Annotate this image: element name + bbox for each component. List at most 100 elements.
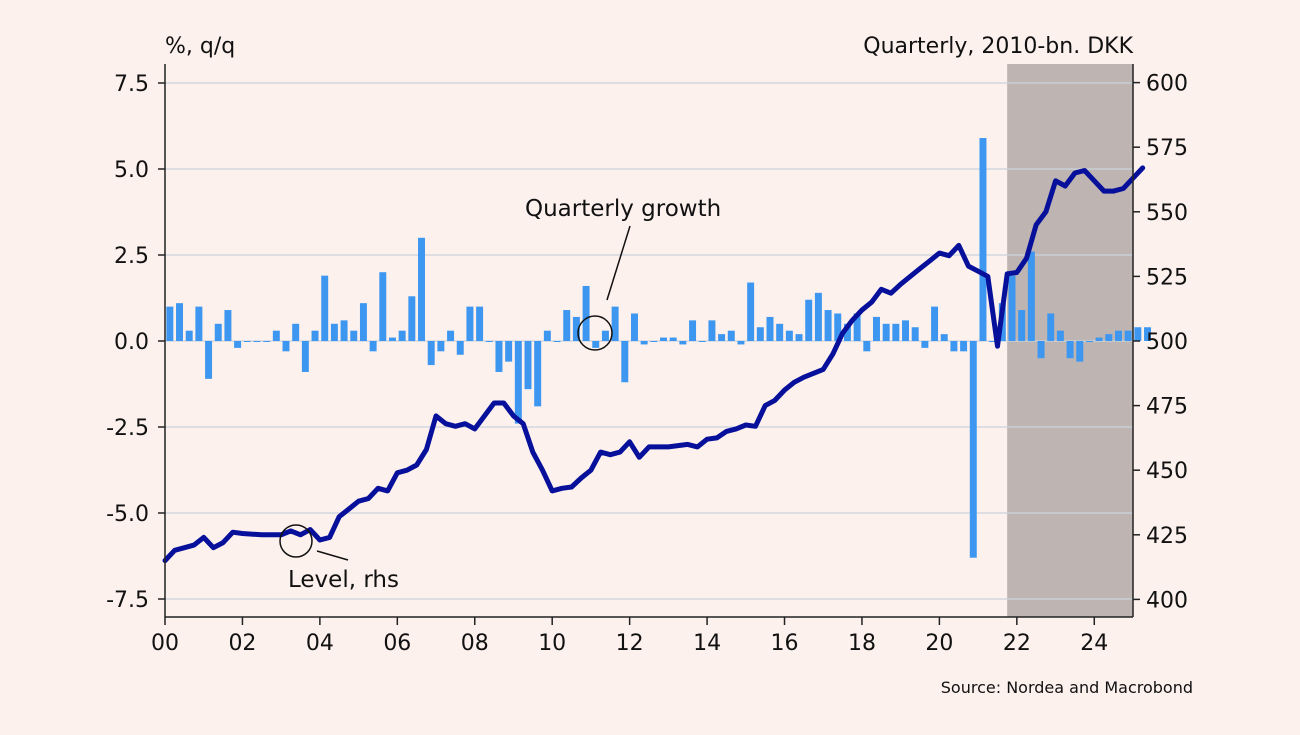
growth-bar: [931, 306, 939, 341]
growth-bar: [921, 341, 929, 348]
growth-bar: [621, 341, 629, 383]
right-tick-label: 400: [1146, 588, 1188, 613]
right-tick-label: 425: [1146, 524, 1188, 549]
growth-bar: [1018, 310, 1026, 341]
growth-bar: [311, 330, 319, 341]
growth-bar: [369, 341, 377, 352]
growth-bar: [359, 303, 367, 341]
growth-bar: [418, 237, 426, 341]
axes: [158, 64, 1140, 625]
right-tick-label: 450: [1146, 459, 1188, 484]
growth-bar: [272, 330, 280, 341]
level-annotation-label: Level, rhs: [288, 567, 399, 593]
growth-bar: [989, 341, 997, 342]
growth-bar: [737, 341, 745, 345]
x-tick-label: 20: [925, 631, 953, 656]
growth-bar: [669, 337, 677, 341]
right-tick-label: 575: [1146, 136, 1188, 161]
growth-bar: [243, 341, 251, 342]
growth-bar: [447, 330, 455, 341]
growth-bar: [330, 323, 338, 341]
right-tick-label: 525: [1146, 265, 1188, 290]
growth-bar: [408, 296, 416, 341]
growth-bar: [679, 341, 687, 345]
growth-bar: [785, 330, 793, 341]
x-tick-label: 16: [771, 631, 799, 656]
left-tick-label: -5.0: [106, 502, 149, 527]
x-tick-label: 22: [1003, 631, 1031, 656]
left-tick-label: -7.5: [106, 588, 149, 613]
growth-bar: [1144, 327, 1152, 341]
growth-bar: [650, 341, 658, 342]
growth-bar: [795, 334, 803, 341]
growth-annotation-circle: [577, 315, 613, 351]
growth-bar: [698, 341, 706, 342]
growth-bar: [582, 285, 590, 341]
growth-bar: [824, 310, 832, 341]
x-tick-label: 08: [461, 631, 489, 656]
growth-bar: [205, 341, 213, 379]
growth-bar: [1085, 341, 1093, 342]
growth-bar: [776, 323, 784, 341]
growth-bar: [969, 341, 977, 558]
left-tick-label: 2.5: [114, 244, 149, 269]
growth-bar: [708, 320, 716, 341]
growth-bar: [1095, 337, 1103, 341]
x-tick-label: 18: [848, 631, 876, 656]
growth-bar: [214, 323, 222, 341]
x-tick-label: 12: [616, 631, 644, 656]
growth-bar: [805, 299, 813, 341]
growth-bar: [872, 316, 880, 341]
x-tick-label: 02: [228, 631, 256, 656]
growth-bar: [476, 306, 484, 341]
left-axis-unit-label: %, q/q: [165, 34, 235, 59]
right-tick-label: 550: [1146, 201, 1188, 226]
growth-bar: [292, 323, 300, 341]
growth-bar: [563, 310, 571, 341]
growth-bar: [398, 330, 406, 341]
growth-bar: [388, 337, 396, 341]
growth-bar: [1056, 330, 1064, 341]
x-tick-label: 10: [538, 631, 566, 656]
growth-bar: [282, 341, 290, 352]
growth-bar: [485, 341, 493, 342]
growth-bar: [301, 341, 309, 372]
growth-bar: [1008, 275, 1016, 341]
growth-bar: [660, 337, 668, 341]
growth-bar: [960, 341, 968, 352]
growth-bar: [766, 316, 774, 341]
level-annotation-pointer: [316, 550, 349, 561]
growth-bar: [514, 341, 522, 424]
growth-bar: [902, 320, 910, 341]
level-line: [162, 165, 1146, 564]
growth-bar: [592, 341, 600, 348]
growth-bar: [1124, 330, 1132, 341]
growth-bar: [950, 341, 958, 352]
growth-bar: [340, 320, 348, 341]
growth-bar: [505, 341, 513, 362]
growth-bar: [863, 341, 871, 352]
growth-bar: [640, 341, 648, 345]
growth-bar: [892, 323, 900, 341]
growth-bar: [224, 310, 232, 341]
gridlines: [165, 82, 1133, 600]
x-tick-label: 14: [693, 631, 721, 656]
growth-bar: [466, 306, 474, 341]
growth-bar: [456, 341, 464, 355]
growth-bar: [553, 341, 561, 342]
growth-bar: [611, 306, 619, 341]
growth-bar: [572, 316, 580, 341]
level-annotation-circle: [279, 524, 313, 558]
growth-bar: [166, 306, 174, 341]
growth-bar: [979, 138, 987, 341]
growth-bar: [253, 341, 261, 342]
left-tick-label: -2.5: [106, 416, 149, 441]
left-tick-label: 0.0: [114, 330, 149, 355]
growth-bar: [1114, 330, 1122, 341]
growth-bar: [1134, 327, 1142, 341]
right-tick-label: 500: [1146, 330, 1188, 355]
left-tick-label: 7.5: [114, 72, 149, 97]
growth-bar: [1076, 341, 1084, 362]
growth-bar: [234, 341, 242, 348]
